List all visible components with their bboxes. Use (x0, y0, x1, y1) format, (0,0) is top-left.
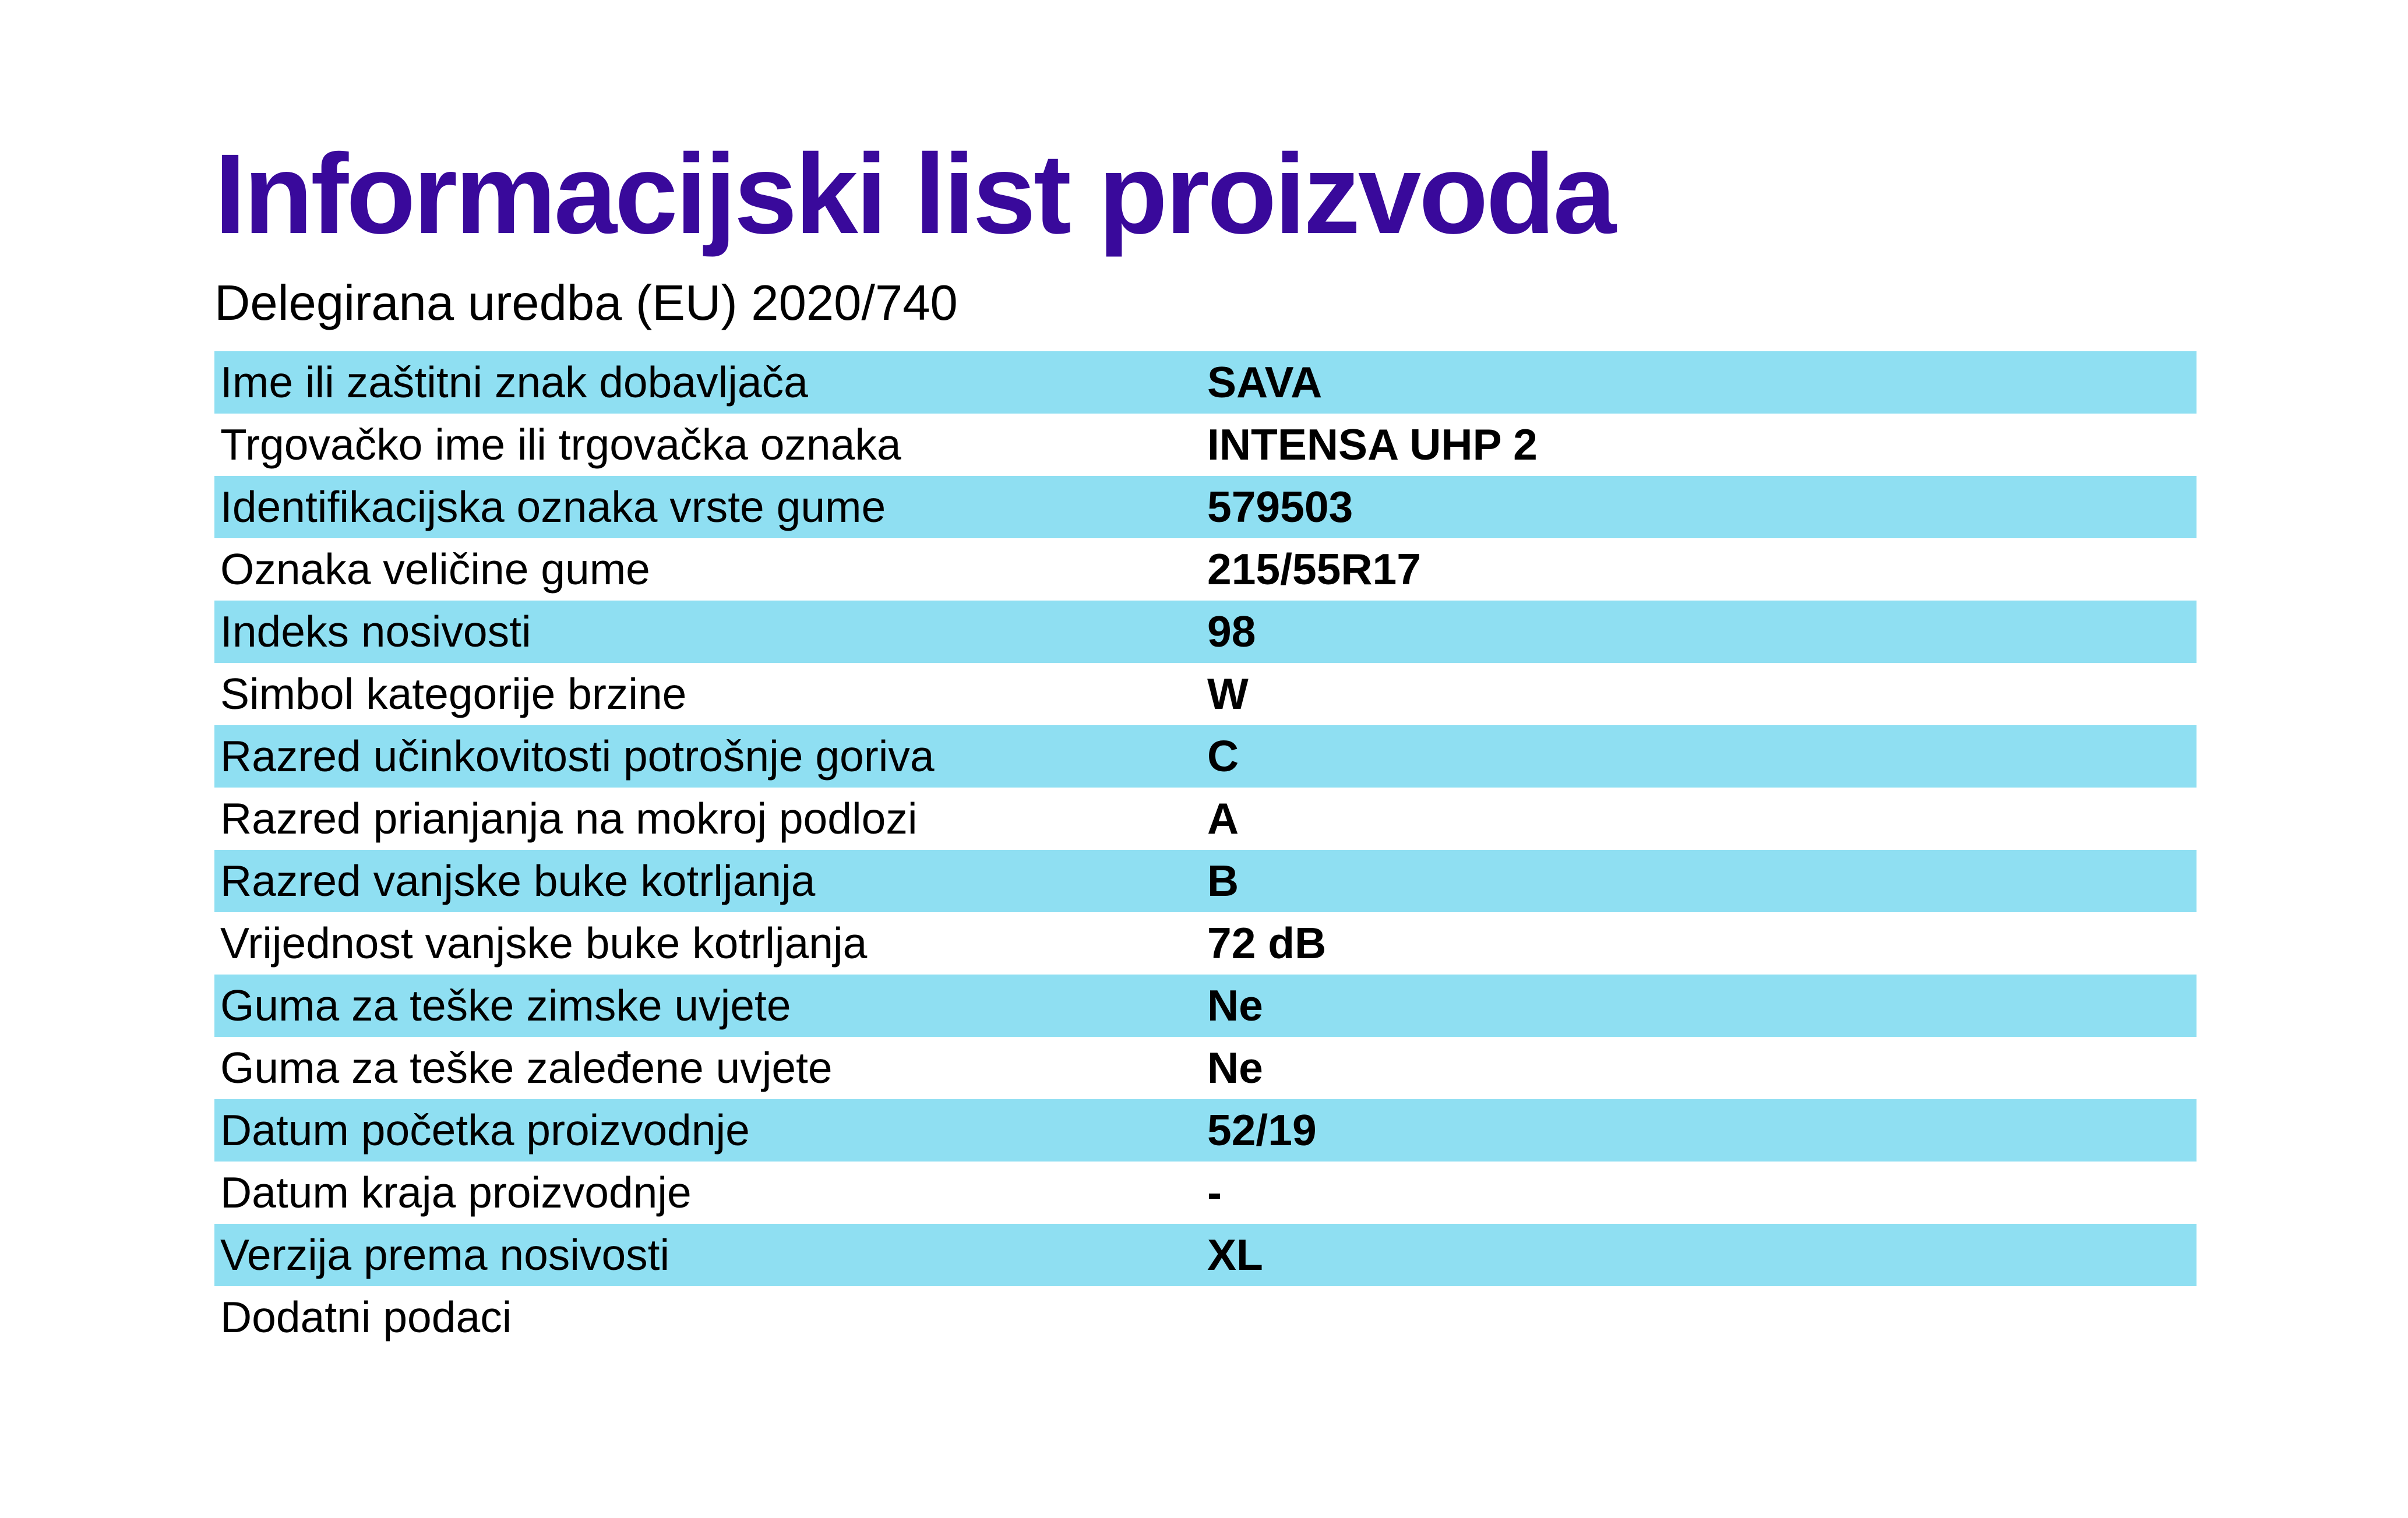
row-label: Oznaka veličine gume (220, 545, 650, 594)
row-label: Indeks nosivosti (220, 607, 531, 656)
row-value: A (1207, 794, 1239, 843)
row-value: 72 dB (1207, 919, 1327, 968)
row-label: Razred prianjanja na mokroj podlozi (220, 794, 918, 843)
row-label: Ime ili zaštitni znak dobavljača (220, 358, 808, 407)
row-label: Identifikacijska oznaka vrste gume (220, 482, 886, 531)
row-label: Guma za teške zimske uvjete (220, 981, 791, 1030)
product-information-sheet: Informacijski list proizvoda Delegirana … (214, 0, 2197, 1348)
table-row: Trgovačko ime ili trgovačka oznaka INTENS… (214, 414, 2197, 476)
table-row: Razred učinkovitosti potrošnje goriva C (214, 725, 2197, 788)
table-row: Razred prianjanja na mokroj podlozi A (214, 788, 2197, 850)
row-value: 52/19 (1207, 1106, 1317, 1155)
product-table: Ime ili zaštitni znak dobavljača SAVA Trgo… (214, 351, 2197, 1348)
row-label: Trgovačko ime ili trgovačka oznaka (220, 420, 901, 469)
row-value: SAVA (1207, 358, 1323, 407)
row-value: Ne (1207, 981, 1263, 1030)
row-label: Datum početka proizvodnje (220, 1106, 750, 1155)
row-value: 579503 (1207, 482, 1353, 531)
table-row: Ime ili zaštitni znak dobavljača SAVA (214, 351, 2197, 414)
row-value: Ne (1207, 1043, 1263, 1092)
row-label: Vrijednost vanjske buke kotrljanja (220, 919, 868, 968)
row-value: C (1207, 732, 1239, 781)
table-row: Oznaka veličine gume 215/55R17 (214, 538, 2197, 601)
table-row: Guma za teške zimske uvjete Ne (214, 975, 2197, 1037)
table-row: Verzija prema nosivosti XL (214, 1224, 2197, 1286)
table-row: Identifikacijska oznaka vrste gume 579503 (214, 476, 2197, 538)
row-label: Razred učinkovitosti potrošnje goriva (220, 732, 935, 781)
table-row: Guma za teške zaleđene uvjete Ne (214, 1037, 2197, 1099)
table-row: Datum kraja proizvodnje - (214, 1162, 2197, 1224)
row-value: - (1207, 1168, 1222, 1217)
table-row: Simbol kategorije brzine W (214, 663, 2197, 725)
row-value: B (1207, 856, 1239, 905)
table-row: Razred vanjske buke kotrljanja B (214, 850, 2197, 912)
table-row: Vrijednost vanjske buke kotrljanja 72 dB (214, 912, 2197, 975)
table-row: Datum početka proizvodnje 52/19 (214, 1099, 2197, 1162)
row-value: 98 (1207, 607, 1256, 656)
row-label: Simbol kategorije brzine (220, 669, 687, 718)
row-value: 215/55R17 (1207, 545, 1421, 594)
row-value: XL (1207, 1230, 1263, 1279)
table-row: Dodatni podaci (214, 1286, 2197, 1348)
page-subtitle: Delegirana uredba (EU) 2020/740 (214, 276, 958, 331)
row-value: W (1207, 669, 1249, 718)
row-value: INTENSA UHP 2 (1207, 420, 1538, 469)
page-title: Informacijski list proizvoda (214, 130, 1616, 257)
table-row: Indeks nosivosti 98 (214, 601, 2197, 663)
row-label: Datum kraja proizvodnje (220, 1168, 692, 1217)
row-label: Guma za teške zaleđene uvjete (220, 1043, 833, 1092)
row-label: Razred vanjske buke kotrljanja (220, 856, 816, 905)
row-label: Verzija prema nosivosti (220, 1230, 670, 1279)
row-label: Dodatni podaci (220, 1293, 512, 1342)
